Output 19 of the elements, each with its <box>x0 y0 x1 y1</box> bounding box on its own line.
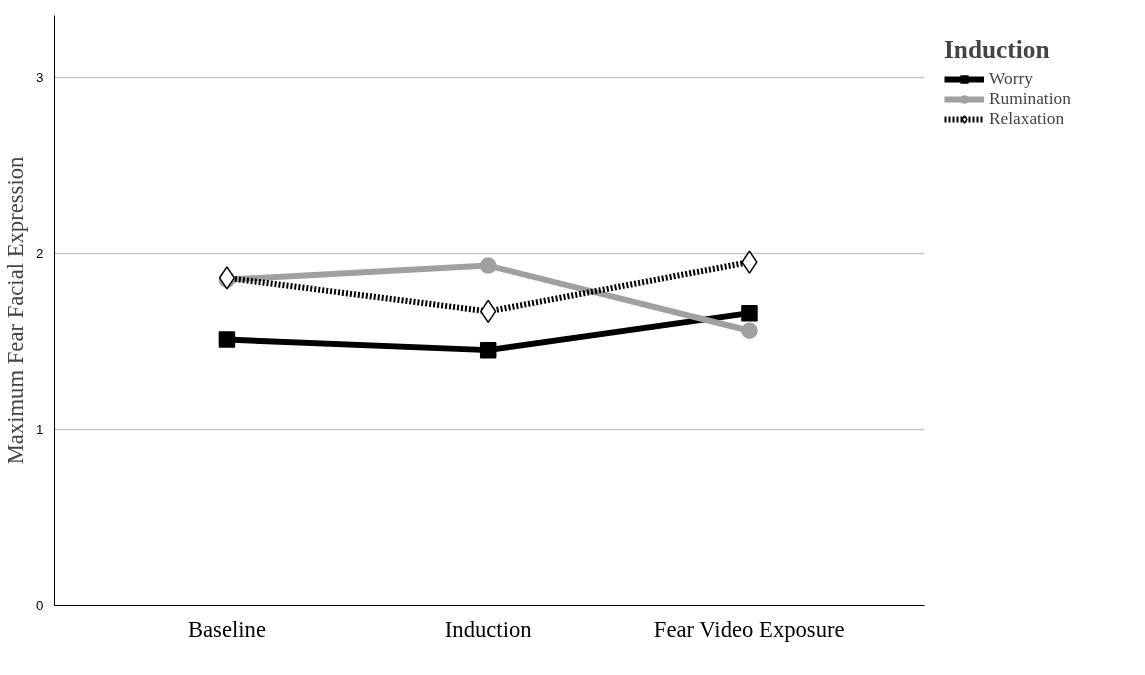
point <box>741 250 758 274</box>
point <box>218 331 236 348</box>
y-tick-label: 2 <box>36 245 44 261</box>
y-tick-label: 3 <box>36 69 44 85</box>
y-tick-label: 0 <box>36 598 44 613</box>
x-tick-label: Fear Video Exposure <box>653 616 845 642</box>
point <box>741 322 758 339</box>
point <box>479 341 497 359</box>
x-tick-label: Induction <box>444 616 532 642</box>
x-tick-label: Baseline <box>187 616 266 642</box>
y-axis-title: Maximum Fear Facial Expression <box>3 156 29 465</box>
point <box>479 257 497 274</box>
legend-label: Worry <box>989 69 1033 89</box>
legend-label: Rumination <box>989 89 1071 109</box>
point <box>218 266 236 290</box>
y-tick-label: 1 <box>36 421 44 437</box>
point <box>741 304 758 322</box>
legend-label: Relaxation <box>989 109 1065 129</box>
legend-title: Induction <box>944 35 1051 64</box>
